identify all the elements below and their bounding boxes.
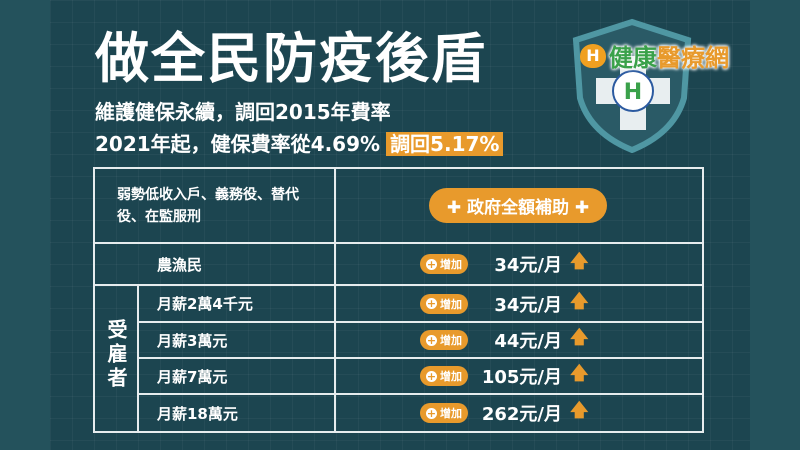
- arrow-up-icon: 🡅: [570, 290, 589, 312]
- svg-text:H: H: [624, 80, 642, 105]
- farmer-label: 農漁民: [93, 242, 336, 286]
- table-row: 月薪7萬元 + 增加 105元/月 🡅: [94, 357, 704, 395]
- exempt-value-cell: ✚ 政府全額補助 ✚: [334, 167, 704, 244]
- arrow-up-icon: 🡅: [570, 363, 589, 384]
- right-side-band: [750, 0, 800, 450]
- increase-text: 增加: [440, 407, 462, 420]
- arrow-up-icon: 🡅: [570, 400, 589, 421]
- increase-text: 增加: [440, 370, 462, 383]
- arrow-up-icon: 🡅: [570, 327, 589, 348]
- table-row: 農漁民 + 增加 34元/月 🡅: [93, 242, 704, 286]
- subtitle-text: 2021年起，健保費率從4.69%: [95, 132, 381, 156]
- arrow-up-icon: 🡅: [570, 251, 589, 272]
- salary-value: + 增加 34元/月 🡅: [334, 284, 704, 323]
- subtitle-line-1: 維護健保永續，調回2015年費率: [95, 100, 391, 124]
- full-subsidy-badge: ✚ 政府全額補助 ✚: [428, 188, 608, 223]
- site-logo: H 健康 醫療網: [580, 38, 729, 73]
- table-row: 月薪18萬元 + 增加 262元/月 🡅: [94, 393, 704, 433]
- increase-text: 增加: [440, 297, 462, 311]
- increase-text: 增加: [440, 258, 462, 271]
- plus-icon: +: [426, 369, 437, 383]
- logo-mark: H: [580, 43, 606, 68]
- logo-text-2: 醫療網: [657, 44, 729, 72]
- increase-badge: + 增加: [420, 330, 468, 350]
- amount: 262元/月: [481, 404, 562, 425]
- table-row: 弱勢低收入戶、義務役、替代役、在監服刑 ✚ 政府全額補助 ✚: [93, 167, 704, 244]
- increase-badge: + 增加: [420, 293, 468, 314]
- increase-badge: + 增加: [420, 366, 468, 386]
- increase-badge: + 增加: [420, 403, 468, 423]
- plus-icon: +: [426, 257, 437, 271]
- table-row: 受雇者 月薪2萬4千元 + 增加 34元/月 🡅: [93, 284, 704, 433]
- salary-label: 月薪7萬元: [137, 357, 336, 395]
- amount: 44元/月: [494, 331, 562, 352]
- amount: 105元/月: [481, 367, 562, 388]
- salary-label: 月薪2萬4千元: [137, 284, 336, 323]
- plus-icon: +: [426, 406, 437, 420]
- page-title: 做全民防疫後盾: [95, 27, 487, 90]
- increase-badge: + 增加: [420, 254, 468, 274]
- plus-icon: +: [426, 297, 437, 310]
- salary-label: 月薪18萬元: [137, 393, 336, 433]
- premium-table: 弱勢低收入戶、義務役、替代役、在監服刑 ✚ 政府全額補助 ✚ 農漁民 + 增加 34…: [93, 167, 704, 433]
- farmer-value: + 增加 34元/月 🡅: [334, 242, 704, 286]
- plus-icon: +: [426, 333, 437, 347]
- salary-label: 月薪3萬元: [137, 321, 336, 359]
- logo-text-1: 健康: [609, 44, 657, 72]
- salary-value: + 增加 262元/月 🡅: [334, 393, 704, 433]
- increase-text: 增加: [440, 334, 462, 347]
- amount: 34元/月: [494, 255, 562, 276]
- table-row: 月薪3萬元 + 增加 44元/月 🡅: [94, 321, 704, 359]
- employee-group-text: 受雇者: [104, 319, 128, 391]
- salary-value: + 增加 105元/月 🡅: [334, 357, 704, 395]
- exempt-group-label: 弱勢低收入戶、義務役、替代役、在監服刑: [93, 167, 336, 244]
- amount: 34元/月: [494, 294, 562, 316]
- subtitle-line-2: 2021年起，健保費率從4.69% 調回5.17%: [95, 128, 504, 157]
- left-side-band: [0, 0, 50, 450]
- salary-value: + 增加 44元/月 🡅: [334, 321, 704, 359]
- full-subsidy-text: 政府全額補助: [467, 198, 569, 218]
- employee-group-label: 受雇者: [93, 284, 139, 433]
- subtitle-highlight: 調回5.17%: [386, 132, 504, 156]
